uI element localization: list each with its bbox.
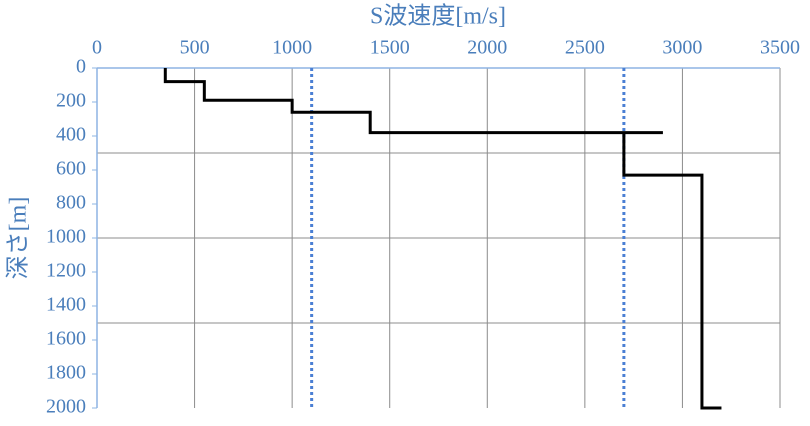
y-tick-label: 200 [56,90,86,112]
y-tick-label: 600 [56,158,86,180]
y-tick-label: 0 [76,56,86,78]
y-tick-label: 1200 [46,260,86,282]
y-tick-label: 400 [56,124,86,146]
y-axis-title: 深さ[m] [5,197,32,280]
x-tick-label: 1500 [370,37,410,59]
x-tick-label: 2500 [565,37,605,59]
profile-line [163,68,722,410]
x-tick-label: 3000 [662,37,702,59]
x-tick-label: 2000 [467,37,507,59]
x-axis-title: S波速度[m/s] [370,3,506,30]
y-tick-label: 1600 [46,328,86,350]
y-tick-label: 1400 [46,294,86,316]
x-tick-label: 0 [92,37,102,59]
y-tick-label: 1000 [46,226,86,248]
x-tick-label: 3500 [760,37,800,59]
y-tick-label: 800 [56,192,86,214]
y-tick-label: 2000 [46,396,86,418]
x-tick-label: 500 [180,37,210,59]
y-tick-label: 1800 [46,362,86,384]
x-tick-label: 1000 [272,37,312,59]
